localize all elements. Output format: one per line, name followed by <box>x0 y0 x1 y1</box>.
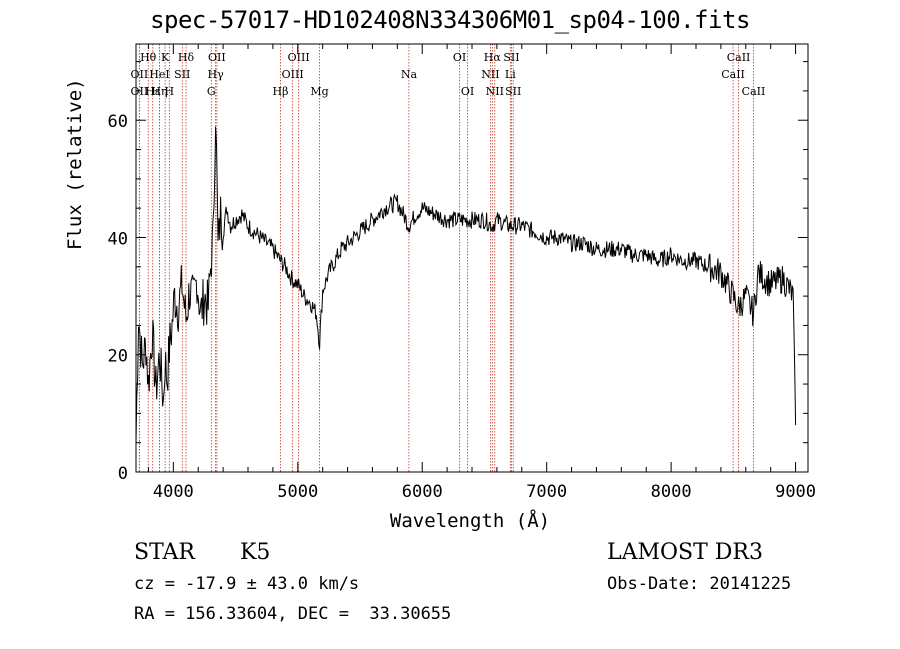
marker-label: Hη <box>151 85 167 98</box>
y-tick-label: 0 <box>118 464 128 484</box>
marker-label: Hβ <box>273 85 289 98</box>
x-axis-label: Wavelength (Å) <box>389 510 551 532</box>
marker-label: SII <box>505 85 521 98</box>
marker-label: Hγ <box>208 68 225 81</box>
redshift-cz: cz = -17.9 ± 43.0 km/s <box>134 574 360 594</box>
line-markers <box>138 44 754 472</box>
marker-label: Mg <box>310 85 328 98</box>
marker-label: OIII <box>282 68 304 81</box>
marker-label: HeI <box>149 68 169 81</box>
marker-label: SII <box>503 51 519 64</box>
x-tick-label: 6000 <box>402 482 443 502</box>
obs-date: Obs-Date: 20141225 <box>607 574 792 594</box>
marker-label: NII <box>481 68 499 81</box>
x-tick-label: 7000 <box>526 482 567 502</box>
axis-ticks: 4000 5000 6000 7000 8000 9000 0 20 40 60 <box>108 44 816 502</box>
marker-label: CaII <box>742 85 766 98</box>
x-tick-label: 4000 <box>153 482 194 502</box>
object-class: STAR <box>134 540 195 565</box>
marker-label: G <box>207 85 216 98</box>
marker-label: OII <box>131 68 149 81</box>
marker-label: Na <box>401 68 418 81</box>
x-tick-label: 5000 <box>277 482 318 502</box>
y-tick-label: 20 <box>108 347 128 367</box>
subclass: K5 <box>240 540 271 565</box>
marker-label: H <box>165 85 175 98</box>
marker-label: Hα <box>484 51 502 64</box>
survey-name: LAMOST DR3 <box>607 540 763 565</box>
marker-label: OII <box>131 85 149 98</box>
plot-frame <box>135 43 809 473</box>
marker-label: OI <box>461 85 474 98</box>
y-tick-label: 60 <box>108 112 128 132</box>
marker-label: OI <box>453 51 466 64</box>
marker-label: OII <box>208 51 226 64</box>
chart-title: spec-57017-HD102408N334306M01_sp04-100.f… <box>150 6 750 34</box>
marker-label: CaII <box>727 51 751 64</box>
marker-label: CaII <box>721 68 745 81</box>
marker-label: Hδ <box>178 51 195 64</box>
y-axis-label: Flux (relative) <box>64 78 86 250</box>
marker-label: OIII <box>288 51 310 64</box>
marker-label: NII <box>486 85 504 98</box>
marker-label: K <box>161 51 170 64</box>
coordinates: RA = 156.33604, DEC = 33.30655 <box>134 604 452 624</box>
marker-labels: OIIHθOIIHεHηHeIKHSIIHδGOIIHγHβOIIIOIIIMg… <box>131 51 766 98</box>
flux-series-line <box>135 126 797 444</box>
marker-label: Hθ <box>140 51 157 64</box>
y-tick-label: 40 <box>108 229 128 249</box>
x-tick-label: 9000 <box>775 482 816 502</box>
x-tick-label: 8000 <box>651 482 692 502</box>
marker-label: SII <box>174 68 190 81</box>
marker-label: Li <box>505 68 516 81</box>
marker-label: Hε <box>145 85 161 98</box>
